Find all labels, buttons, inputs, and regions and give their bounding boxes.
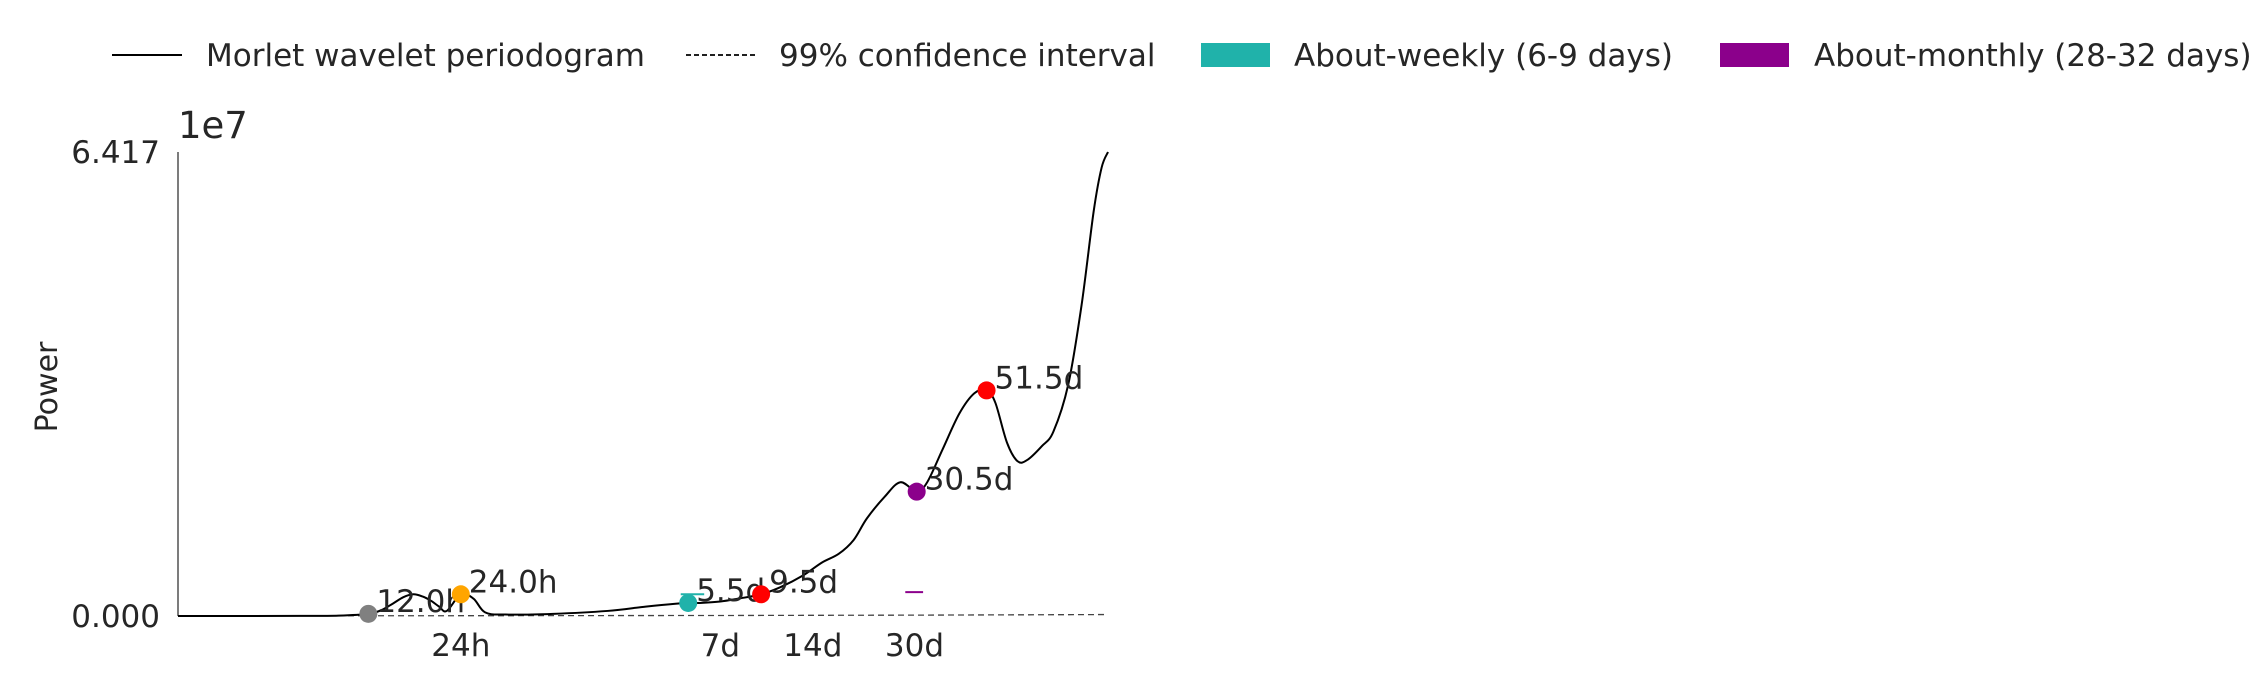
x-tick-label-1: 7d [701, 628, 740, 664]
legend-label-monthly: About-monthly (28-32 days) [1814, 38, 2252, 74]
legend-item-confidence: 99% confidence interval [686, 38, 1156, 74]
confidence-interval-line [177, 613, 1109, 617]
peak-label-1: 24.0h [469, 564, 558, 600]
legend-label-periodogram: Morlet wavelet periodogram [206, 38, 645, 74]
peak-label-3: 9.5d [769, 564, 838, 600]
peak-point-1 [451, 585, 470, 604]
x-tick-label-0: 24h [431, 628, 490, 664]
peak-point-0 [359, 604, 378, 623]
peak-point-5 [977, 381, 996, 400]
peak-point-2 [679, 593, 698, 612]
y-tick-label-min: 0.000 [71, 599, 160, 635]
legend-label-weekly: About-weekly (6-9 days) [1294, 38, 1673, 74]
y-axis-label: Power [30, 341, 65, 432]
legend-item-periodogram: Morlet wavelet periodogram [112, 38, 645, 74]
legend-item-weekly: About-weekly (6-9 days) [1201, 38, 1673, 74]
peak-label-4: 30.5d [925, 462, 1014, 498]
frequency-bands [680, 591, 924, 596]
peak-point-4 [907, 482, 926, 501]
legend: Morlet wavelet periodogram 99% confidenc… [112, 38, 2252, 74]
x-tick-label-2: 14d [783, 628, 842, 664]
periodogram-line [177, 151, 1109, 618]
peak-label-5: 51.5d [995, 360, 1084, 396]
legend-label-confidence: 99% confidence interval [779, 38, 1156, 74]
legend-item-monthly: About-monthly (28-32 days) [1720, 38, 2252, 74]
y-tick-label-max: 6.417 [71, 135, 160, 171]
peak-point-3 [752, 585, 771, 604]
legend-swatch-weekly [1201, 43, 1270, 67]
peak-label-0: 12.0h [376, 584, 465, 620]
x-tick-label-3: 30d [885, 628, 944, 664]
legend-swatch-monthly [1720, 43, 1789, 67]
y-offset-label: 1e7 [178, 104, 248, 147]
x-tick-labels: 24h 7d 14d 30d [431, 628, 944, 664]
